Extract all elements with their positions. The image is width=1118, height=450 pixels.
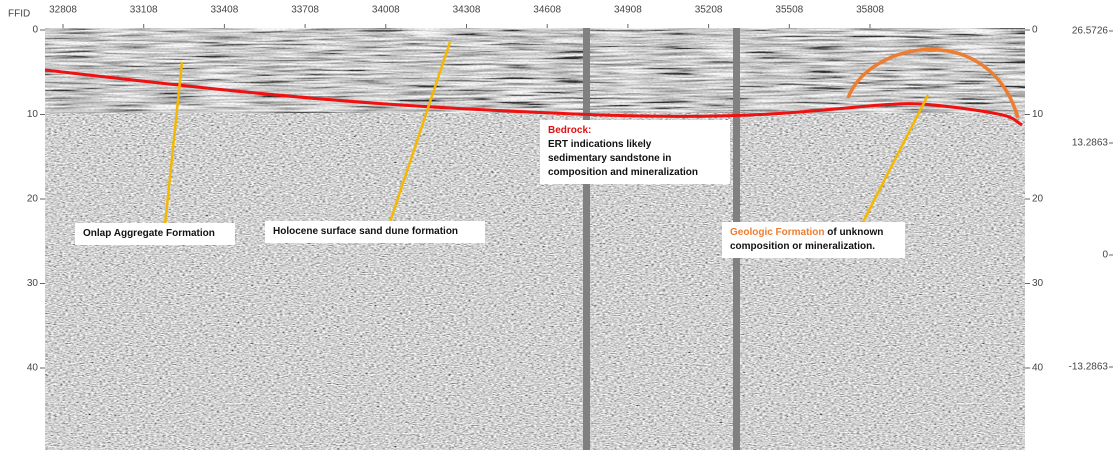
y-tick-label: 30	[1032, 278, 1044, 289]
annotation-title: Bedrock:	[548, 124, 722, 138]
y-tick-label: 20	[1032, 194, 1044, 205]
x-tick-label: 34908	[614, 5, 642, 16]
y-tick-label: 30	[27, 278, 39, 289]
annotation-line: composition or mineralization.	[730, 240, 897, 254]
y-tick-label: 20	[27, 194, 39, 205]
y-tick-label: 10	[27, 109, 39, 120]
annotation-line: ERT indications likely	[548, 138, 722, 152]
seismic-layers	[45, 28, 1025, 113]
annotation-line: sedimentary sandstone in	[548, 152, 722, 166]
scale-tick-label: 26.5726	[1072, 26, 1109, 37]
y-tick-label: 10	[1032, 109, 1044, 120]
x-tick-label: 34308	[453, 5, 481, 16]
annotation-line: composition and mineralization	[548, 166, 722, 180]
x-tick-label: 32808	[49, 5, 77, 16]
x-tick-label: 33708	[291, 5, 319, 16]
x-tick-label: 35208	[695, 5, 723, 16]
x-tick-label: 33108	[130, 5, 158, 16]
gap-bar	[583, 28, 590, 450]
annotation: Geologic Formation of unknown compositio…	[722, 222, 905, 258]
page: FFID 32808 33108 33408 33708 34008 34308 34608…	[0, 0, 1118, 450]
y-tick-label: 40	[1032, 363, 1044, 374]
annotation: Holocene surface sand dune formation	[265, 221, 485, 243]
y-tick-label: 40	[27, 363, 39, 374]
annotation-highlight: Geologic Formation	[730, 227, 824, 238]
scale-tick-label: 0	[1102, 250, 1108, 261]
x-tick-label: 34608	[533, 5, 561, 16]
x-tick-label: 35808	[856, 5, 884, 16]
x-tick-label: 34008	[372, 5, 400, 16]
annotation: Onlap Aggregate Formation	[75, 223, 235, 245]
x-tick-label: 35508	[775, 5, 803, 16]
x-tick-label: 33408	[210, 5, 238, 16]
scale-tick-label: -13.2863	[1069, 362, 1109, 373]
scale-tick-label: 13.2863	[1072, 138, 1109, 149]
y-tick-label: 0	[1032, 25, 1038, 36]
annotation: Bedrock: ERT indications likely sediment…	[540, 120, 730, 184]
y-tick-label: 0	[32, 25, 38, 36]
x-axis-label: FFID	[8, 9, 30, 20]
annotation-line: of unknown	[827, 227, 883, 238]
